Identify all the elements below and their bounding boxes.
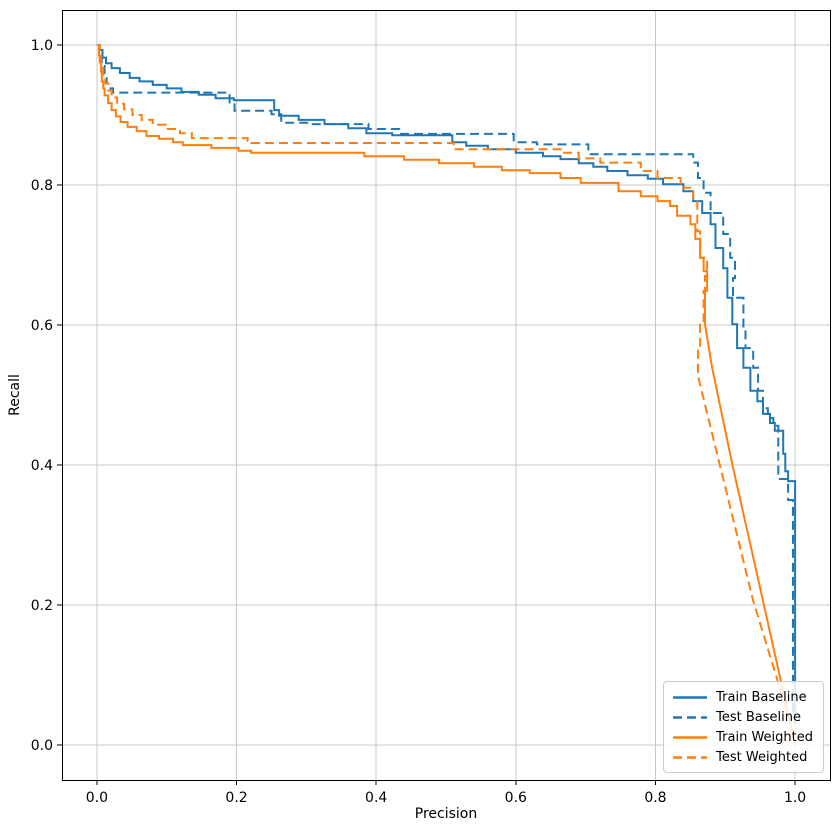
legend: Train Baseline Test Baseline Train Weighte…: [663, 681, 824, 773]
y-tick-label: 0.0: [31, 738, 53, 754]
x-tick-label: 0.4: [365, 790, 387, 806]
x-tick-label: 0.8: [644, 790, 666, 806]
x-tick-label: 0.2: [225, 790, 247, 806]
dashed-line-sample-icon: [673, 716, 708, 719]
y-tick-label: 0.6: [31, 318, 53, 334]
curve-test-baseline: [96, 44, 794, 717]
legend-label: Test Weighted: [716, 750, 808, 765]
y-axis-label: Recall: [7, 374, 23, 416]
curve-train-baseline: [96, 44, 797, 724]
x-tick-label: 0.6: [505, 790, 527, 806]
axes-frame: [62, 10, 831, 781]
y-tick-label: 1.0: [31, 38, 53, 54]
curve-test-weighted: [96, 44, 797, 739]
y-tick-label: 0.2: [31, 598, 53, 614]
x-axis-label: Precision: [414, 806, 478, 822]
legend-item-test-weighted: Test Weighted: [673, 749, 813, 766]
y-tick-label: 0.8: [31, 178, 53, 194]
curve-train-weighted: [96, 44, 797, 746]
legend-label: Train Weighted: [716, 730, 813, 745]
legend-item-train-weighted: Train Weighted: [673, 729, 813, 746]
legend-item-train-baseline: Train Baseline: [673, 689, 813, 706]
y-tick-label: 0.4: [31, 458, 53, 474]
legend-item-test-baseline: Test Baseline: [673, 709, 813, 726]
solid-line-sample-icon: [673, 696, 708, 699]
legend-label: Test Baseline: [716, 710, 801, 725]
dashed-line-sample-icon: [673, 756, 708, 759]
x-tick-label: 1.0: [784, 790, 806, 806]
legend-label: Train Baseline: [716, 690, 807, 705]
x-tick-label: 0.0: [86, 790, 108, 806]
solid-line-sample-icon: [673, 736, 708, 739]
